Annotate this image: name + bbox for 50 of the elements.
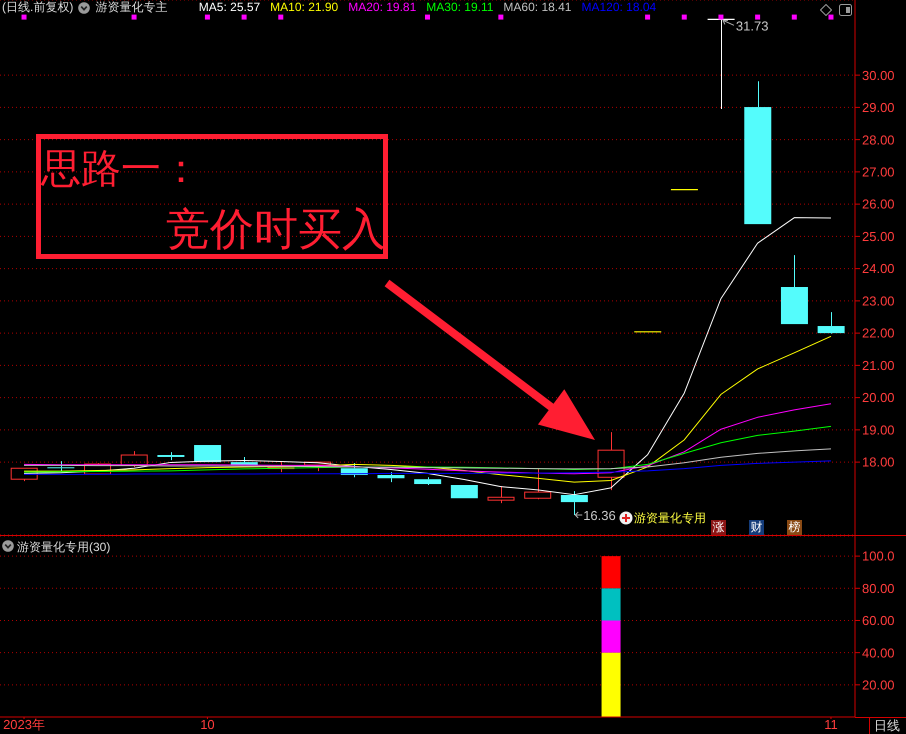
line-series [24,336,832,483]
y-tick-label: 80.00 [862,580,895,596]
candlestick [598,432,625,491]
chart-subtitle: 游资量化专主 [95,0,168,14]
text: MA120: 18.04 [581,0,656,14]
line-series [24,448,832,470]
annotation: 思路一： [41,147,201,191]
candlestick [450,485,478,498]
text: MA60: 18.41 [503,0,572,14]
y-tick-label: 30.00 [862,68,895,83]
y-tick-label: 18.00 [862,454,895,470]
y-tick-label: 24.00 [862,261,895,276]
annotation: 游资量化专用 [634,510,706,527]
text: MA10: 21.90 [270,0,338,14]
y-tick-label: 29.00 [862,100,895,115]
y-tick-label: 100.0 [862,548,895,564]
y-tick-label: 20.00 [862,677,895,692]
annotation: 涨 [711,520,726,535]
y-tick-label: 26.00 [862,196,895,212]
annotation: 16.36 [583,508,616,524]
y-tick-label: 21.00 [862,358,895,373]
x-tick-label: 2023年 [3,717,45,732]
annotation: 竞价时买入 [166,205,386,254]
text: MA30: 19.11 [426,0,494,14]
y-tick-label: 25.00 [862,228,895,244]
y-tick-label: 19.00 [862,422,895,438]
annotation: 31.73 [736,18,768,34]
candlestick [157,452,184,461]
y-tick-label: 20.00 [862,390,895,406]
y-tick-label: 27.00 [862,164,895,180]
candlestick [194,445,222,462]
x-tick-label: 11 [824,717,838,732]
candlestick [744,80,772,224]
line-series [24,460,832,475]
y-tick-label: 23.00 [862,293,895,308]
chart-title: (日线.前复权) [2,0,74,14]
text: MA20: 19.81 [348,0,416,14]
y-tick-label: 22.00 [862,326,895,341]
y-tick-label: 60.00 [862,613,895,628]
chart-title: 游资量化专用(30) [17,539,110,556]
candlestick [780,254,808,324]
y-tick-label: 28.00 [862,132,895,148]
annotation: 财 [749,520,764,535]
x-axis-title: 日线 [869,718,900,734]
y-tick-label: 40.00 [862,645,895,660]
candlestick [818,312,845,334]
line-series [24,403,832,474]
x-tick-label: 10 [200,717,215,732]
annotation: 榜 [787,520,802,535]
text: MA5: 25.57 [198,0,260,14]
